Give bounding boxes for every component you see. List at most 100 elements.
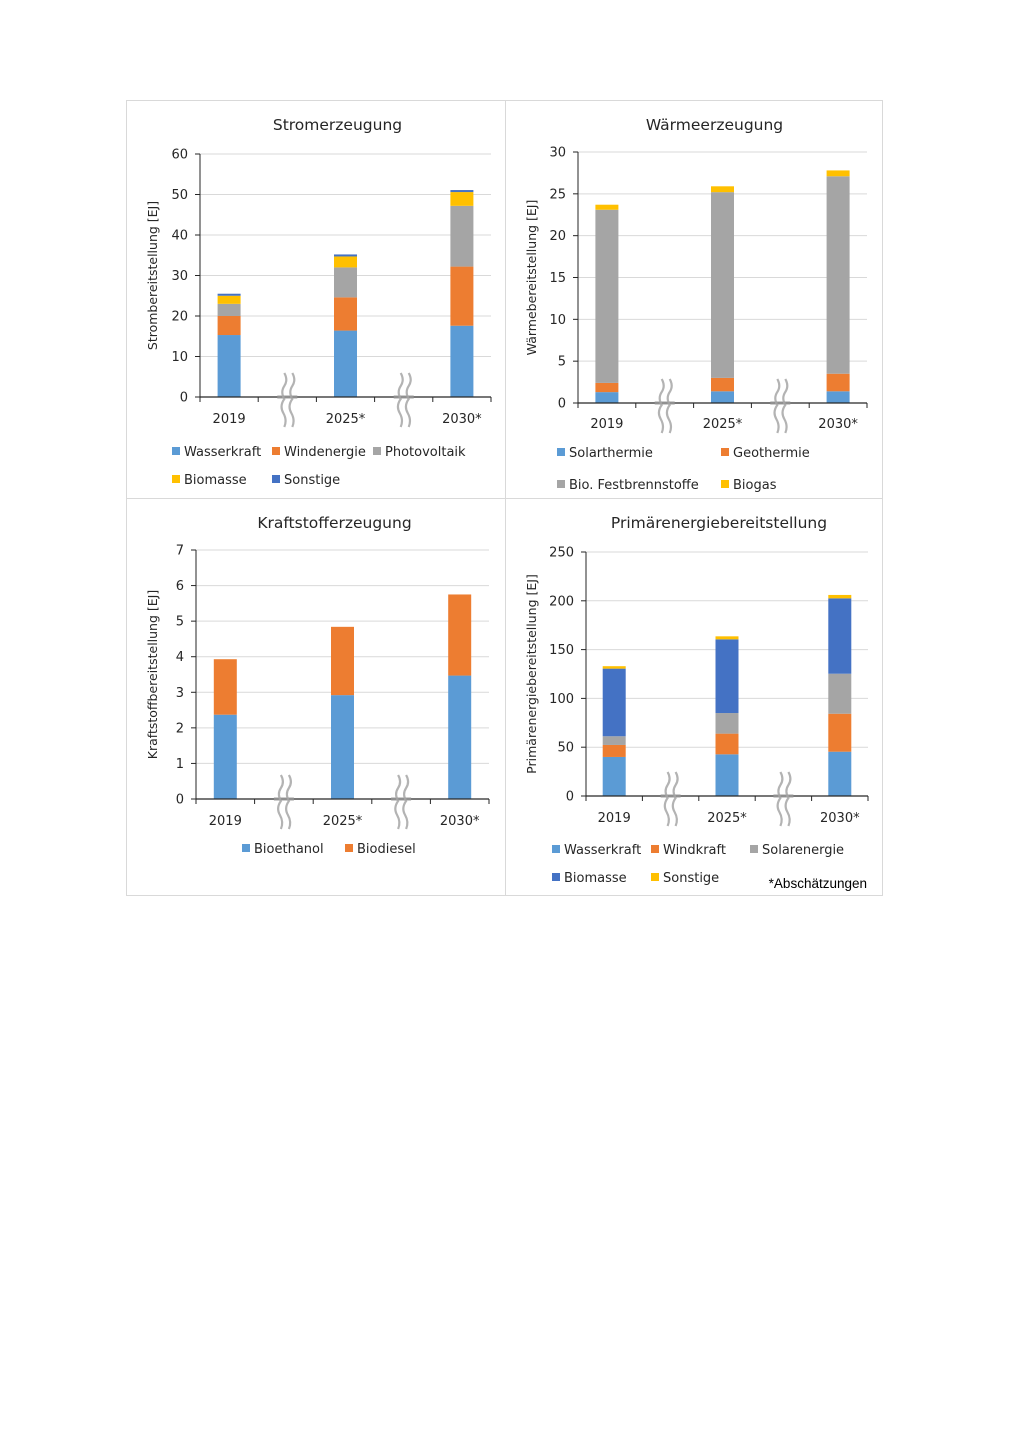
legend-label: Sonstige: [284, 473, 340, 488]
bar-bioethanol-2025: [331, 695, 354, 799]
x-tick-label: 2025*: [703, 417, 743, 432]
y-axis-title: Strombereitstellung [EJ]: [145, 201, 160, 350]
x-tick-label: 2030*: [820, 811, 860, 826]
legend-item-bioethanol: Bioethanol: [242, 842, 324, 857]
bar-sonstige-2025: [334, 254, 357, 257]
legend-label: Biogas: [733, 478, 777, 493]
bar-biomasse-2025: [334, 256, 357, 268]
bar-bioethanol-2030: [448, 675, 472, 799]
y-tick-label: 7: [176, 544, 184, 559]
y-tick-label: 150: [549, 643, 574, 658]
legend-item-geothermie: Geothermie: [721, 446, 810, 461]
legend-swatch-icon: [651, 873, 659, 881]
bar-windenergie-2019: [217, 316, 241, 336]
legend-label: Sonstige: [663, 871, 719, 886]
legend-item-windenergie: Windenergie: [272, 445, 366, 460]
bar-wasserkraft-2030: [828, 751, 852, 796]
y-tick-label: 5: [176, 615, 184, 630]
bar-biodiesel-2019: [213, 659, 237, 715]
bar-solarenergie-2030: [828, 673, 852, 714]
y-tick-label: 20: [549, 229, 566, 244]
y-tick-label: 10: [171, 350, 188, 365]
bar-sonstige-2025: [715, 636, 739, 640]
y-tick-label: 15: [549, 271, 566, 286]
bar-biodiesel-2030: [448, 594, 472, 676]
bar-sonstige-2030: [828, 594, 852, 599]
bar-stack-2025: [334, 254, 357, 397]
legend-swatch-icon: [651, 845, 659, 853]
y-tick-label: 20: [171, 310, 188, 325]
bar-wasserkraft-2019: [602, 756, 626, 796]
legend-label: Windkraft: [663, 843, 726, 858]
bar-stack-2030: [448, 594, 472, 799]
legend-item-windkraft: Windkraft: [651, 843, 726, 858]
legend-swatch-icon: [272, 447, 280, 455]
bar-biomasse-2030: [828, 598, 852, 674]
bar-wasserkraft-2025: [715, 754, 739, 796]
bar-bioethanol-2019: [213, 714, 237, 799]
chart-kraftstofferzeugung: Kraftstofferzeugung 0 1 2 3 4 5 6 7 Kraftstoffber…: [145, 514, 490, 857]
legend-swatch-icon: [172, 447, 180, 455]
figure-frame: Stromerzeugung 0 10 20 30 40 50 60 Strombereitst…: [126, 100, 883, 896]
legend-item-biogas: Biogas: [721, 478, 777, 493]
y-tick-label: 0: [566, 790, 574, 805]
y-tick-label: 5: [558, 355, 566, 370]
bar-stack-2025: [711, 186, 734, 403]
legend-label: Geothermie: [733, 446, 810, 461]
legend-label: Biomasse: [564, 871, 627, 886]
y-tick-label: 3: [176, 686, 184, 701]
bar-stack-2019: [213, 659, 237, 799]
bar-biomasse-2019: [602, 668, 626, 737]
bar-biomasse-2030: [450, 192, 474, 206]
legend-item-biomasse: Biomasse: [552, 871, 627, 886]
bar-bio-festbrennstoffe-2025: [711, 192, 734, 378]
legend: Solarthermie Geothermie Bio. Festbrennstof…: [557, 446, 810, 493]
bar-sonstige-2019: [602, 666, 626, 669]
legend-item-sonstige: Sonstige: [272, 473, 340, 488]
bar-biodiesel-2025: [331, 626, 354, 696]
x-tick-label: 2025*: [326, 412, 366, 427]
y-tick-label: 4: [176, 650, 184, 665]
bar-solarthermie-2019: [595, 392, 619, 403]
axis-break-icon-2: [770, 378, 791, 434]
legend-item-solarthermie: Solarthermie: [557, 446, 653, 461]
bar-bio-festbrennstoffe-2030: [826, 176, 850, 374]
legend-swatch-icon: [373, 447, 381, 455]
y-tick-label: 1: [176, 757, 184, 772]
y-axis-title: Primärenergiebereitstellung [EJ]: [524, 574, 539, 774]
legend-label: Photovoltaik: [385, 445, 466, 460]
bar-photovoltaik-2019: [217, 303, 241, 316]
legend-label: Bio. Festbrennstoffe: [569, 478, 699, 493]
legend-swatch-icon: [345, 844, 353, 852]
legend-label: Windenergie: [284, 445, 366, 460]
axis-break-icon-1: [660, 771, 681, 827]
y-tick-label: 50: [557, 741, 574, 756]
legend-label: Solarenergie: [762, 843, 844, 858]
panel-divider-horizontal: [127, 498, 882, 499]
x-tick-label: 2025*: [323, 814, 363, 829]
bar-sonstige-2030: [450, 190, 474, 193]
legend-item-bio-festbrennstoffe: Bio. Festbrennstoffe: [557, 478, 699, 493]
legend-label: Wasserkraft: [564, 843, 641, 858]
bar-solarenergie-2019: [602, 736, 626, 745]
legend-swatch-icon: [721, 480, 729, 488]
chart-waermeerzeugung: Wärmeerzeugung 0 5 10 15 20 25 30 Wärmebereitste…: [524, 116, 868, 493]
y-tick-label: 60: [171, 148, 188, 163]
legend-swatch-icon: [242, 844, 250, 852]
y-tick-label: 0: [176, 793, 184, 808]
axis-break-icon-2: [393, 372, 414, 428]
y-tick-label: 6: [176, 579, 184, 594]
bar-wasserkraft-2030: [450, 325, 474, 397]
bar-stack-2019: [602, 666, 626, 796]
footnote: *Abschätzungen: [769, 876, 867, 891]
y-tick-label: 250: [549, 546, 574, 561]
x-tick-label: 2019: [598, 811, 631, 826]
y-tick-label: 25: [549, 187, 566, 202]
bar-solarthermie-2025: [711, 391, 734, 403]
legend-swatch-icon: [750, 845, 758, 853]
bar-photovoltaik-2030: [450, 205, 474, 267]
chart-title: Stromerzeugung: [273, 116, 402, 134]
bar-windkraft-2030: [828, 713, 852, 752]
legend-item-sonstige: Sonstige: [651, 871, 719, 886]
x-tick-label: 2025*: [707, 811, 747, 826]
